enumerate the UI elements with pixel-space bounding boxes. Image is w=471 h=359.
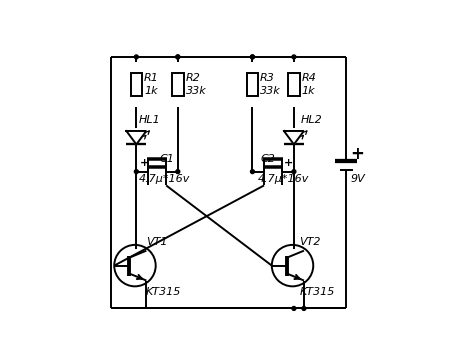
Text: 9V: 9V <box>350 173 365 183</box>
Text: 1k: 1k <box>301 86 315 95</box>
Circle shape <box>134 170 138 173</box>
Polygon shape <box>126 131 146 144</box>
Text: HL1: HL1 <box>139 116 161 126</box>
Text: KT315: KT315 <box>300 287 335 297</box>
Text: R2: R2 <box>186 74 201 83</box>
Text: KT315: KT315 <box>146 287 181 297</box>
Bar <box>172 73 184 96</box>
Text: +: + <box>140 158 149 168</box>
Text: R3: R3 <box>260 74 275 83</box>
Bar <box>288 73 300 96</box>
Text: VT2: VT2 <box>300 237 321 247</box>
Circle shape <box>292 55 296 59</box>
Circle shape <box>251 55 254 59</box>
Circle shape <box>292 170 296 173</box>
Text: VT1: VT1 <box>146 237 168 247</box>
Text: C1: C1 <box>159 154 174 164</box>
Text: +: + <box>284 158 293 168</box>
Text: 1k: 1k <box>144 86 158 95</box>
Text: 4.7μ*16v: 4.7μ*16v <box>139 173 190 183</box>
Text: HL2: HL2 <box>301 116 323 126</box>
Text: 33k: 33k <box>260 86 281 95</box>
Circle shape <box>176 55 180 59</box>
Circle shape <box>251 170 254 173</box>
Circle shape <box>176 170 180 173</box>
Text: 4.7μ*16v: 4.7μ*16v <box>258 173 309 183</box>
Text: R1: R1 <box>144 74 159 83</box>
Circle shape <box>302 307 306 311</box>
Circle shape <box>176 55 180 59</box>
Text: C2: C2 <box>261 154 276 164</box>
Text: +: + <box>350 145 365 163</box>
Text: R4: R4 <box>301 74 317 83</box>
Circle shape <box>292 307 296 311</box>
Text: 33k: 33k <box>186 86 206 95</box>
Circle shape <box>134 55 138 59</box>
Bar <box>130 73 142 96</box>
Polygon shape <box>284 131 304 144</box>
Bar <box>247 73 258 96</box>
Circle shape <box>251 55 254 59</box>
